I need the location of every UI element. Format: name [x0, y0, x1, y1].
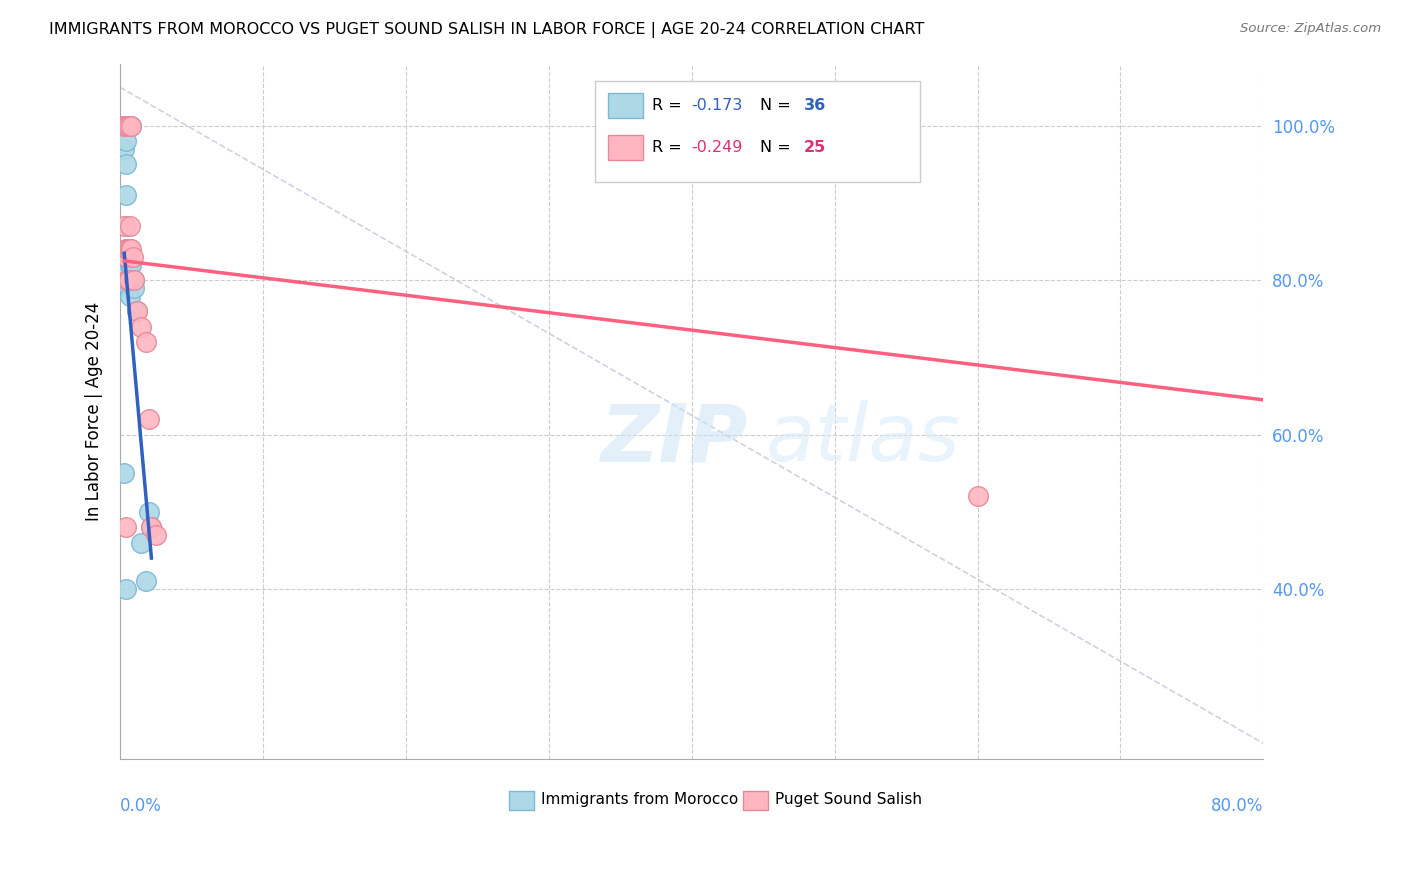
- Point: [118, 243, 141, 257]
- Text: Source: ZipAtlas.com: Source: ZipAtlas.com: [1240, 22, 1381, 36]
- Point: [127, 304, 149, 318]
- Point: [115, 265, 138, 279]
- Y-axis label: In Labor Force | Age 20-24: In Labor Force | Age 20-24: [86, 301, 103, 521]
- Point: [117, 243, 139, 257]
- Point: [117, 250, 139, 264]
- Point: [120, 258, 142, 272]
- Text: R =: R =: [651, 98, 686, 113]
- Bar: [509, 790, 534, 810]
- Point: [114, 188, 136, 202]
- Point: [138, 412, 160, 426]
- Text: N =: N =: [761, 98, 796, 113]
- Point: [115, 258, 138, 272]
- Point: [138, 505, 160, 519]
- Point: [118, 258, 141, 272]
- Point: [115, 273, 138, 287]
- Point: [118, 243, 141, 257]
- Point: [114, 119, 136, 133]
- Text: R =: R =: [651, 140, 686, 155]
- Text: 80.0%: 80.0%: [1211, 797, 1264, 815]
- Text: atlas: atlas: [766, 401, 960, 478]
- Text: ZIP: ZIP: [600, 401, 748, 478]
- Point: [135, 574, 157, 589]
- Point: [112, 466, 135, 480]
- Bar: [609, 135, 643, 160]
- Text: -0.173: -0.173: [692, 98, 744, 113]
- Point: [115, 243, 138, 257]
- Point: [127, 304, 149, 318]
- Point: [141, 520, 163, 534]
- Point: [117, 273, 139, 287]
- Point: [118, 219, 141, 234]
- Point: [118, 288, 141, 302]
- Point: [131, 535, 153, 549]
- Point: [115, 119, 138, 133]
- Point: [966, 489, 988, 503]
- Point: [114, 582, 136, 596]
- Point: [135, 334, 157, 349]
- Point: [120, 119, 142, 133]
- Point: [121, 273, 143, 287]
- Point: [117, 119, 139, 133]
- Point: [122, 281, 145, 295]
- Text: Puget Sound Salish: Puget Sound Salish: [775, 792, 922, 807]
- Text: Immigrants from Morocco: Immigrants from Morocco: [541, 792, 738, 807]
- Point: [122, 273, 145, 287]
- Text: 0.0%: 0.0%: [120, 797, 162, 815]
- Point: [122, 273, 145, 287]
- Point: [114, 520, 136, 534]
- Point: [114, 243, 136, 257]
- Point: [115, 250, 138, 264]
- Text: 36: 36: [804, 98, 825, 113]
- Point: [121, 250, 143, 264]
- Point: [115, 119, 138, 133]
- Text: N =: N =: [761, 140, 796, 155]
- Point: [120, 119, 142, 133]
- Bar: [609, 94, 643, 119]
- Point: [114, 134, 136, 148]
- Point: [114, 119, 136, 133]
- Point: [112, 119, 135, 133]
- Text: IMMIGRANTS FROM MOROCCO VS PUGET SOUND SALISH IN LABOR FORCE | AGE 20-24 CORRELA: IMMIGRANTS FROM MOROCCO VS PUGET SOUND S…: [49, 22, 925, 38]
- Point: [114, 219, 136, 234]
- Point: [117, 243, 139, 257]
- Point: [141, 520, 163, 534]
- Point: [112, 142, 135, 156]
- Point: [112, 119, 135, 133]
- Point: [117, 119, 139, 133]
- Bar: [744, 790, 768, 810]
- Point: [115, 119, 138, 133]
- Point: [120, 243, 142, 257]
- Point: [131, 319, 153, 334]
- Point: [117, 281, 139, 295]
- Point: [115, 273, 138, 287]
- Point: [114, 157, 136, 171]
- Point: [115, 243, 138, 257]
- Point: [114, 250, 136, 264]
- Point: [114, 119, 136, 133]
- Point: [112, 119, 135, 133]
- Text: -0.249: -0.249: [692, 140, 744, 155]
- FancyBboxPatch shape: [595, 81, 921, 182]
- Point: [112, 219, 135, 234]
- Text: 25: 25: [804, 140, 825, 155]
- Point: [112, 119, 135, 133]
- Point: [145, 528, 167, 542]
